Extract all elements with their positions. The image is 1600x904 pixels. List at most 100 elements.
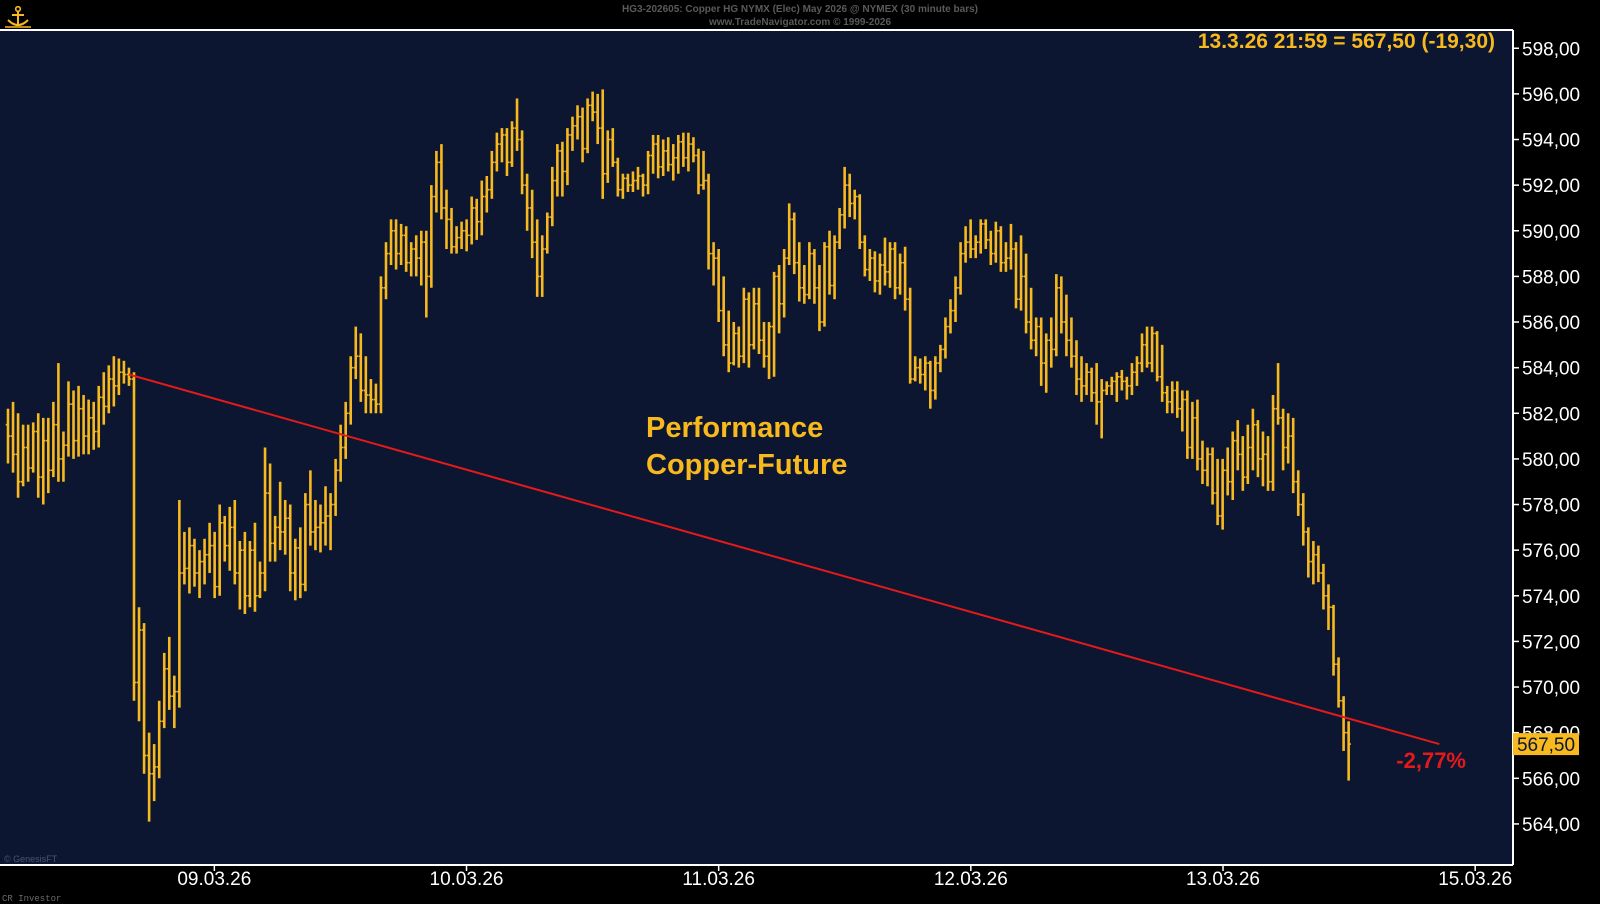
price-bar — [20, 424, 26, 487]
price-bar — [1003, 242, 1009, 272]
price-bar — [524, 173, 530, 231]
price-bar — [1270, 395, 1276, 491]
price-bar — [1205, 447, 1210, 487]
price-bar — [207, 522, 212, 573]
price-bar — [1275, 363, 1281, 425]
trendline — [128, 373, 1440, 746]
price-bar — [1200, 440, 1205, 485]
price-bar — [827, 230, 832, 295]
price-bar — [711, 242, 716, 286]
price-bar — [86, 399, 91, 455]
price-bar — [464, 219, 469, 252]
price-bar — [1190, 401, 1195, 459]
price-bar — [1215, 458, 1220, 526]
price-bar — [383, 242, 389, 300]
price-bar — [988, 230, 994, 265]
price-bar — [71, 390, 76, 459]
price-bar — [534, 219, 540, 297]
trendline-group — [128, 373, 1440, 746]
price-bar — [30, 422, 36, 473]
price-bar — [751, 287, 757, 350]
y-tick-label: 580,00 — [1522, 450, 1580, 471]
price-bar — [151, 744, 157, 802]
price-bar — [1245, 424, 1251, 485]
x-tick-label: 13.03.26 — [1186, 869, 1260, 890]
price-bar — [691, 137, 696, 163]
price-bar — [590, 91, 595, 122]
price-bar — [1074, 340, 1079, 396]
price-bar — [1013, 242, 1019, 309]
price-bar — [237, 541, 243, 610]
price-bar — [287, 504, 293, 592]
price-bar — [217, 504, 222, 596]
annotation-title-line2: Copper-Future — [646, 449, 847, 481]
price-bar — [928, 360, 933, 409]
price-bar — [676, 134, 681, 174]
price-bar — [741, 287, 747, 364]
price-bar — [116, 358, 122, 396]
price-bar — [363, 356, 369, 414]
price-bar — [459, 221, 464, 250]
price-bar — [353, 326, 359, 380]
price-bar — [1225, 447, 1230, 496]
price-bar — [15, 413, 21, 498]
price-bar — [1169, 381, 1175, 414]
price-bar — [938, 344, 943, 373]
y-tick-label: 574,00 — [1522, 587, 1580, 608]
y-tick-label: 596,00 — [1522, 85, 1580, 106]
price-bar — [519, 130, 525, 195]
price-bar — [1038, 317, 1044, 386]
price-bar — [398, 223, 404, 265]
price-bar — [610, 128, 616, 167]
y-tick-label: 572,00 — [1522, 632, 1580, 653]
price-bar — [1306, 527, 1311, 578]
price-bar — [1326, 584, 1331, 631]
price-bar — [1265, 436, 1271, 491]
y-tick-label: 584,00 — [1522, 359, 1580, 380]
price-bar — [1008, 223, 1014, 270]
price-bar — [368, 379, 374, 414]
plot-area — [0, 30, 1513, 865]
price-bar — [1185, 390, 1190, 459]
price-bar — [51, 401, 56, 478]
price-bar — [721, 276, 726, 357]
price-bar — [489, 150, 495, 199]
price-bar — [141, 623, 147, 774]
price-bar — [529, 189, 535, 259]
price-bar — [328, 493, 333, 551]
price-bar — [655, 134, 661, 179]
price-bar — [943, 317, 948, 359]
y-tick-label: 582,00 — [1522, 404, 1580, 425]
price-bar — [282, 499, 288, 555]
price-bar — [242, 531, 248, 615]
price-bar — [817, 264, 822, 332]
price-bar — [76, 385, 81, 457]
price-bar — [348, 356, 354, 425]
price-bar — [91, 401, 96, 450]
price-bar — [565, 128, 570, 186]
price-bar — [857, 194, 863, 250]
price-bar — [247, 541, 253, 608]
price-bar — [837, 207, 842, 250]
price-bar — [403, 226, 409, 272]
price-bar — [172, 675, 177, 729]
price-bar — [1149, 326, 1155, 373]
price-bar — [1109, 376, 1115, 396]
price-bar — [35, 413, 41, 498]
y-tick-label: 578,00 — [1522, 496, 1580, 517]
price-bar — [560, 141, 565, 197]
price-bar — [439, 144, 444, 220]
price-bar — [388, 219, 394, 265]
price-bar — [1099, 379, 1104, 439]
price-bar — [272, 515, 278, 562]
price-bar — [665, 137, 671, 172]
price-bar — [504, 128, 510, 177]
price-bar — [802, 264, 807, 304]
price-bar — [761, 322, 767, 368]
last-price-marker: 567,50 — [1513, 733, 1579, 756]
price-bar — [1048, 317, 1054, 368]
x-tick-label: 10.03.26 — [430, 869, 504, 890]
price-bar — [832, 235, 837, 300]
price-bar — [227, 506, 233, 571]
